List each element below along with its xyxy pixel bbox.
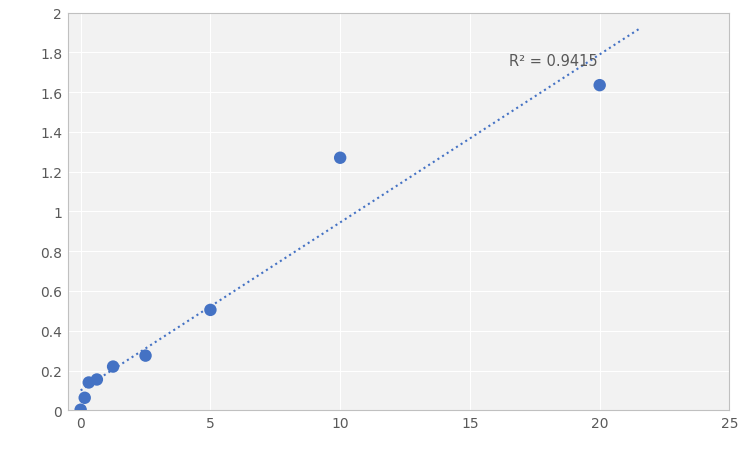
Point (83, 379, 95, 386)
Point (91, 376, 103, 383)
Point (205, 307, 217, 314)
Point (74, 406, 86, 414)
Point (79, 394, 91, 401)
Point (334, 155, 346, 162)
Point (593, 83, 605, 90)
Point (107, 363, 119, 370)
Point (140, 352, 152, 359)
Text: R² = 0.9415: R² = 0.9415 (509, 54, 598, 69)
